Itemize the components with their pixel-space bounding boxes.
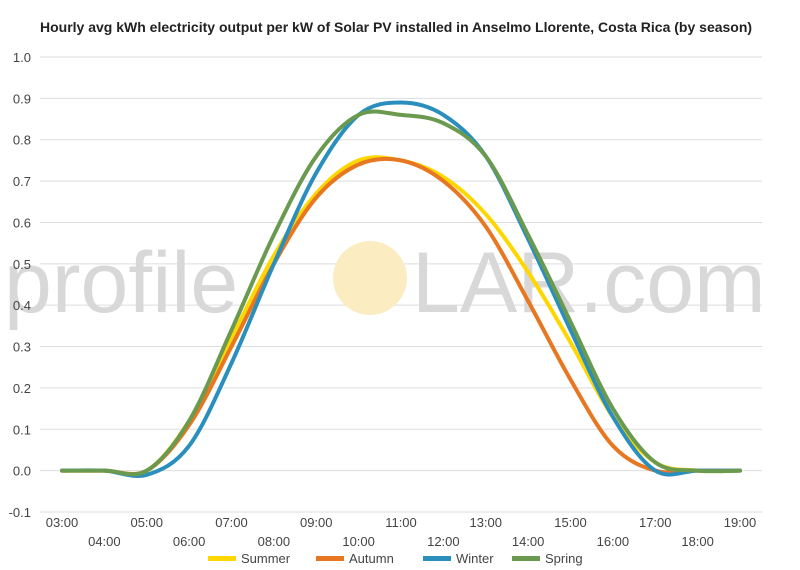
watermark-sun-icon: [333, 241, 407, 315]
y-tick-label: 0.4: [13, 298, 31, 313]
y-tick-label: 0.2: [13, 381, 31, 396]
y-tick-label: 0.5: [13, 257, 31, 272]
legend-swatch-winter: [423, 556, 451, 561]
legend-label-spring: Spring: [545, 551, 583, 566]
x-tick-label: 16:00: [597, 534, 630, 549]
y-tick-label: 0.0: [13, 464, 31, 479]
series-lines: [60, 100, 742, 478]
x-tick-label: 11:00: [385, 515, 417, 530]
y-tick-label: 0.8: [13, 133, 31, 148]
y-tick-label: 0.6: [13, 215, 31, 230]
legend-label-autumn: Autumn: [349, 551, 394, 566]
chart-title: Hourly avg kWh electricity output per kW…: [40, 19, 753, 35]
x-tick-label: 09:00: [300, 515, 333, 530]
watermark: profile LAR.com: [4, 235, 766, 331]
legend-label-winter: Winter: [456, 551, 494, 566]
legend-swatch-spring: [512, 556, 540, 561]
y-tick-label: 1.0: [13, 50, 31, 65]
x-tick-label: 18:00: [681, 534, 714, 549]
x-tick-label: 17:00: [639, 515, 672, 530]
x-tick-label: 05:00: [130, 515, 163, 530]
series-line-winter: [60, 100, 742, 478]
x-tick-label: 13:00: [469, 515, 502, 530]
legend: Summer Autumn Winter Spring: [208, 551, 583, 566]
y-tick-label: 0.9: [13, 91, 31, 106]
legend-swatch-autumn: [316, 556, 344, 561]
x-tick-label: 04:00: [88, 534, 121, 549]
y-tick-label: -0.1: [9, 505, 31, 520]
x-tick-label: 08:00: [258, 534, 291, 549]
x-tick-label: 06:00: [173, 534, 206, 549]
x-tick-label: 07:00: [215, 515, 248, 530]
legend-label-summer: Summer: [241, 551, 291, 566]
x-tick-label: 15:00: [554, 515, 587, 530]
x-axis-ticks: 03:00 04:00 05:00 06:00 07:00 08:00 09:00 10:00…: [46, 515, 757, 549]
y-tick-label: 0.1: [13, 422, 31, 437]
y-axis-ticks: 1.0 0.9 0.8 0.7 0.6 0.5 0.4 0.3 0.2 0.1 0.0 -0.1: [9, 50, 31, 520]
watermark-right-text: LAR.com: [412, 235, 766, 331]
series-line-spring: [60, 109, 742, 477]
y-tick-label: 0.3: [13, 340, 31, 355]
x-tick-label: 14:00: [512, 534, 545, 549]
watermark-left-text: profile: [4, 235, 238, 331]
y-tick-label: 0.7: [13, 174, 31, 189]
x-tick-label: 19:00: [724, 515, 757, 530]
x-tick-label: 03:00: [46, 515, 79, 530]
x-tick-label: 10:00: [342, 534, 375, 549]
legend-swatch-summer: [208, 556, 236, 561]
grid-lines: [40, 56, 762, 513]
x-tick-label: 12:00: [427, 534, 460, 549]
